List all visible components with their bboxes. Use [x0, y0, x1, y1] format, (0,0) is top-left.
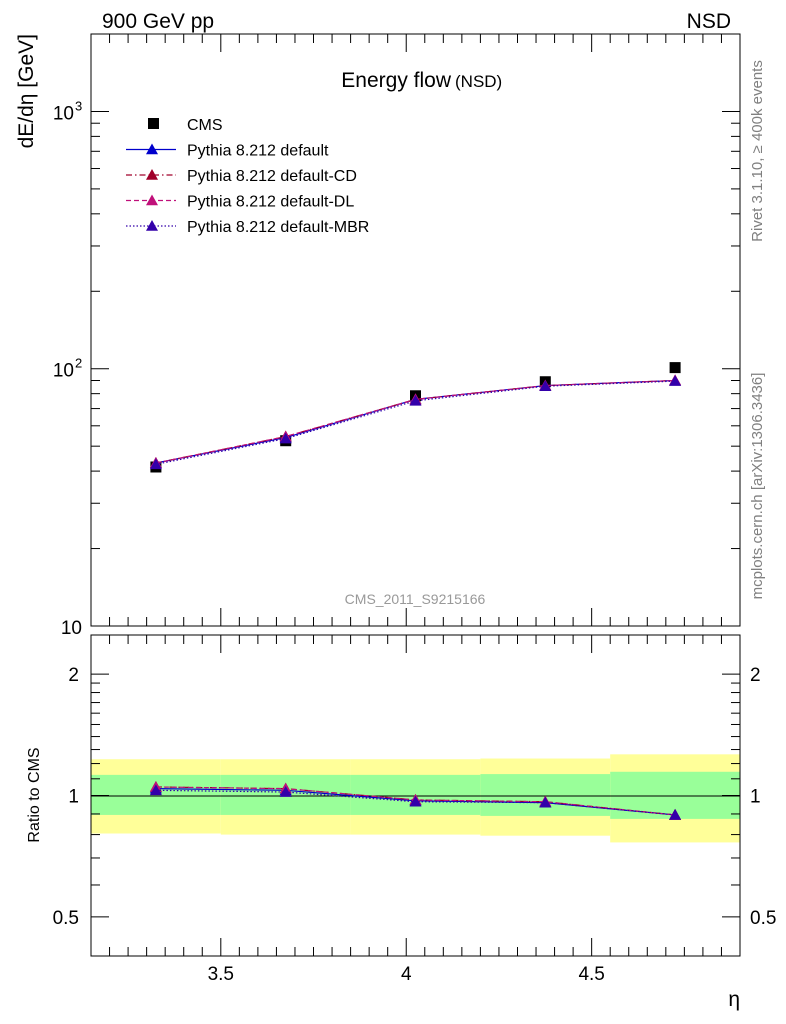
legend-label: Pythia 8.212 default-MBR	[187, 219, 369, 236]
ratio-y-tick-label-left: 1	[68, 787, 79, 808]
ratio-point	[149, 784, 162, 796]
mc-point	[279, 432, 292, 444]
x-axis-label: η	[728, 988, 740, 1011]
main-watermark: CMS_2011_S9215166	[345, 591, 486, 607]
legend-marker	[146, 143, 158, 155]
ratio-y-tick-label-left: 2	[68, 665, 79, 686]
ratio-y-tick-label-right: 0.5	[750, 908, 776, 929]
rivet-label: Rivet 3.1.10, ≥ 400k events	[749, 60, 766, 242]
main-title-suffix: (NSD)	[455, 72, 502, 91]
legend: CMS Pythia 8.212 default Pythia 8.212 defa…	[126, 117, 369, 236]
ratio-point	[539, 796, 552, 808]
x-tick-label: 4	[401, 964, 412, 985]
legend-marker-cms	[148, 118, 159, 129]
mc-point	[149, 458, 162, 470]
legend-label: Pythia 8.212 default-DL	[187, 194, 354, 211]
header-right: NSD	[687, 10, 731, 33]
ratio-point	[409, 795, 422, 807]
legend-marker	[146, 220, 158, 231]
y-tick-label: 10	[53, 103, 74, 124]
ratio-ylabel: Ratio to CMS	[26, 747, 43, 842]
ratio-panel: 0.5 0.5 1 1 2 2 3.5 4 4.5 Ratio to CMS η	[26, 634, 776, 1011]
ratio-y-tick-label-left: 0.5	[53, 908, 79, 929]
ratio-y-tick-label-right: 2	[750, 665, 761, 686]
ratio-point	[279, 786, 292, 797]
y-tick-label: 10	[61, 618, 82, 639]
cms-data-point	[669, 362, 681, 374]
legend-label: CMS	[187, 117, 223, 134]
uncertainty-band-inner	[480, 774, 611, 816]
mc-point	[539, 380, 552, 392]
y-tick-exponent: 3	[75, 98, 82, 113]
ratio-point	[669, 808, 682, 820]
mcplots-label: mcplots.cern.ch [arXiv:1306.3436]	[749, 373, 766, 600]
ratio-frame	[90, 634, 741, 957]
x-tick-label: 4.5	[578, 964, 604, 985]
legend-marker	[146, 169, 158, 180]
y-tick-label: 10	[53, 361, 74, 382]
mc-point	[669, 375, 682, 386]
legend-marker	[146, 194, 158, 206]
main-title: Energy flow	[341, 69, 452, 92]
main-frame	[90, 33, 741, 627]
mc-point	[409, 394, 422, 406]
y-tick-exponent: 2	[75, 356, 82, 371]
header-left: 900 GeV pp	[102, 10, 214, 33]
ratio-y-tick-label-right: 1	[750, 787, 761, 808]
x-tick-label: 3.5	[208, 964, 234, 985]
legend-label: Pythia 8.212 default	[187, 143, 329, 160]
legend-label: Pythia 8.212 default-CD	[187, 168, 357, 185]
main-ylabel: dE/dη [GeV]	[15, 34, 38, 148]
